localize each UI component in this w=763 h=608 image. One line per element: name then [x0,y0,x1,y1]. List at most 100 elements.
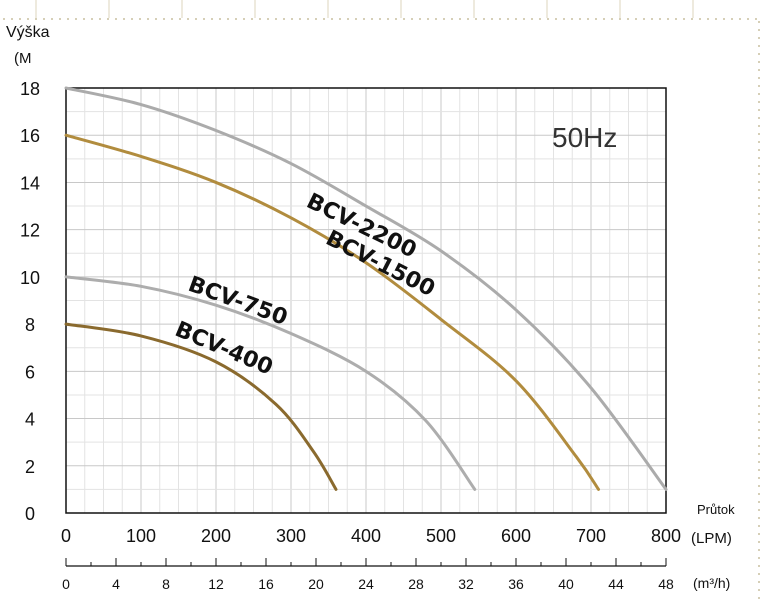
border-dot [571,18,573,20]
border-dot [379,18,381,20]
border-dot [267,18,269,20]
border-dot [758,493,760,495]
x-tick-label: 600 [501,526,531,546]
border-dot [371,18,373,20]
x-tick-label: 100 [126,526,156,546]
border-dot [758,325,760,327]
border-dot [427,18,429,20]
border-dot [758,141,760,143]
border-dot [219,18,221,20]
border-dot [299,18,301,20]
border-dot [411,18,413,20]
border-dot [758,589,760,591]
plot-frame [65,87,667,514]
border-dot [758,597,760,599]
series-line-bcv-1500 [64,133,600,491]
border-dot [758,469,760,471]
border-dot [707,18,709,20]
border-dot [758,117,760,119]
border-dot [758,517,760,519]
x2-tick-label: 8 [162,576,170,592]
border-dot [243,18,245,20]
border-dot [651,18,653,20]
border-dot [659,18,661,20]
y-tick-label: 16 [20,126,40,146]
border-dot [758,357,760,359]
border-dot [758,405,760,407]
border-dot [758,429,760,431]
border-dot [595,18,597,20]
border-dot [758,229,760,231]
border-dot [758,381,760,383]
border-dot [758,477,760,479]
border-dot [555,18,557,20]
border-dot [115,18,117,20]
border-dot [163,18,165,20]
border-dot [758,317,760,319]
border-dot [19,18,21,20]
border-dot [758,413,760,415]
border-dot [758,69,760,71]
x2-tick-label: 28 [408,576,424,592]
border-dot [203,18,205,20]
series-line-bcv-750 [64,275,477,491]
border-dot [59,18,61,20]
border-dot [683,18,685,20]
border-dot [758,293,760,295]
border-dot [307,18,309,20]
border-dot [758,341,760,343]
y-axis-unit: (M [14,50,32,67]
y-tick-label: 6 [25,362,35,382]
border-dot [579,18,581,20]
border-dot [339,18,341,20]
border-dot [758,333,760,335]
x-tick-label: 400 [351,526,381,546]
border-dot [758,37,760,39]
border-dot [758,525,760,527]
x-tick-label: 300 [276,526,306,546]
decorative-right-border [758,21,760,599]
border-dot [491,18,493,20]
border-dot [758,53,760,55]
border-dot [758,373,760,375]
y-axis-ticks: 0 2 4 6 8 10 12 14 16 18 [20,79,40,524]
border-dot [627,18,629,20]
border-dot [715,18,717,20]
border-dot [758,549,760,551]
x2-tick-label: 16 [258,576,274,592]
chart-series [64,86,668,491]
border-dot [758,437,760,439]
border-dot [758,205,760,207]
border-dot [83,18,85,20]
border-dot [323,18,325,20]
border-dot [758,565,760,567]
border-dot [758,125,760,127]
border-dot [758,445,760,447]
border-dot [758,349,760,351]
border-dot [467,18,469,20]
y-tick-label: 18 [20,79,40,99]
border-dot [667,18,669,20]
border-dot [515,18,517,20]
border-dot [758,421,760,423]
border-dot [758,557,760,559]
border-dot [563,18,565,20]
border-dot [758,165,760,167]
border-dot [315,18,317,20]
y-tick-label: 12 [20,221,40,241]
border-dot [758,61,760,63]
border-dot [619,18,621,20]
y-tick-label: 10 [20,268,40,288]
border-dot [475,18,477,20]
border-dot [758,197,760,199]
border-dot [259,18,261,20]
border-dot [699,18,701,20]
x2-tick-label: 24 [358,576,374,592]
border-dot [283,18,285,20]
border-dot [758,173,760,175]
y-axis-label: Výška [6,24,50,41]
border-dot [758,453,760,455]
border-dot [758,85,760,87]
border-dot [758,541,760,543]
